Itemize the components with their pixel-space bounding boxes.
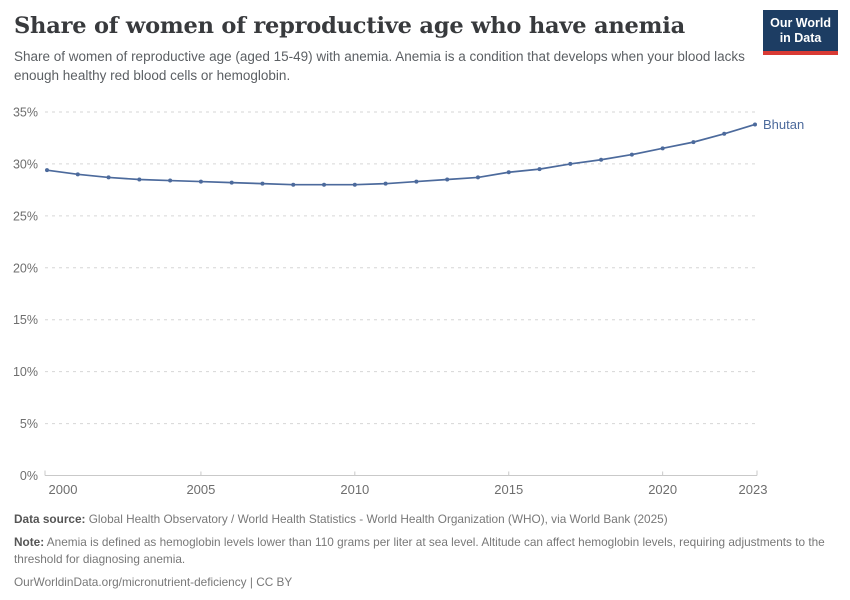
chart-header: Share of women of reproductive age who h… [14, 12, 754, 85]
x-tick-label: 2000 [49, 482, 78, 497]
x-tick-label: 2010 [340, 482, 369, 497]
y-tick-label: 15% [13, 313, 38, 327]
data-point-2008[interactable] [291, 182, 296, 187]
data-source-line: Data source: Global Health Observatory /… [14, 511, 826, 529]
data-point-2017[interactable] [568, 161, 573, 166]
footer-separator: | [249, 575, 253, 590]
x-tick-label: 2020 [648, 482, 677, 497]
line-series-bhutan [46, 123, 756, 186]
y-tick-label: 0% [20, 469, 38, 483]
data-point-2013[interactable] [445, 177, 450, 182]
note-label: Note: [14, 534, 45, 549]
data-point-2003[interactable] [137, 177, 142, 182]
x-tick-label: 2023 [739, 482, 768, 497]
owid-logo-line1: Our World [770, 16, 831, 30]
data-point-2011[interactable] [383, 181, 388, 186]
owid-logo[interactable]: Our World in Data [763, 10, 838, 55]
y-tick-label: 20% [13, 261, 38, 275]
data-point-2004[interactable] [168, 178, 173, 183]
x-tick-label: 2015 [494, 482, 523, 497]
page-title: Share of women of reproductive age who h… [14, 13, 686, 39]
data-point-2002[interactable] [106, 175, 111, 180]
data-point-2021[interactable] [691, 140, 696, 145]
y-tick-label: 5% [20, 417, 38, 431]
series-label-bhutan[interactable]: Bhutan [763, 117, 804, 132]
data-point-2014[interactable] [475, 175, 480, 180]
data-point-2005[interactable] [198, 179, 203, 184]
data-point-2020[interactable] [660, 146, 665, 151]
data-point-2010[interactable] [352, 182, 357, 187]
data-point-2006[interactable] [229, 180, 234, 185]
y-tick-label: 35% [13, 106, 38, 120]
note-text: Anemia is defined as hemoglobin levels l… [14, 534, 825, 567]
data-point-2007[interactable] [260, 181, 265, 186]
data-source-label: Data source: [14, 512, 86, 526]
anemia-line-chart: 0% 5% 10% 15% 20% 25% 30% 35% 2000 2005 2010 2015 20… [13, 106, 804, 498]
data-point-2012[interactable] [414, 179, 419, 184]
data-point-2015[interactable] [506, 170, 511, 175]
data-point-2018[interactable] [599, 157, 604, 162]
license-text: CC BY [256, 575, 293, 590]
data-point-2001[interactable] [75, 172, 80, 177]
chart-footer: Data source: Global Health Observatory /… [14, 511, 826, 597]
data-source-text: Global Health Observatory / World Health… [88, 512, 668, 526]
data-point-2019[interactable] [629, 152, 634, 157]
y-tick-label: 30% [13, 157, 38, 171]
note-line: Note: Anemia is defined as hemoglobin le… [14, 534, 826, 569]
data-point-2000[interactable] [45, 168, 49, 173]
data-point-2009[interactable] [322, 182, 327, 187]
data-point-2023[interactable] [753, 122, 757, 127]
data-point-2022[interactable] [722, 131, 727, 136]
y-tick-label: 25% [13, 209, 38, 223]
footer-url[interactable]: OurWorldinData.org/micronutrient-deficie… [14, 575, 247, 590]
chart-subtitle: Share of women of reproductive age (aged… [14, 49, 745, 84]
owid-logo-line2: in Data [779, 31, 822, 46]
data-point-2016[interactable] [537, 167, 542, 172]
citation-line: OurWorldinData.org/micronutrient-deficie… [14, 574, 826, 592]
x-tick-label: 2005 [186, 482, 215, 497]
y-tick-label: 10% [13, 365, 38, 379]
